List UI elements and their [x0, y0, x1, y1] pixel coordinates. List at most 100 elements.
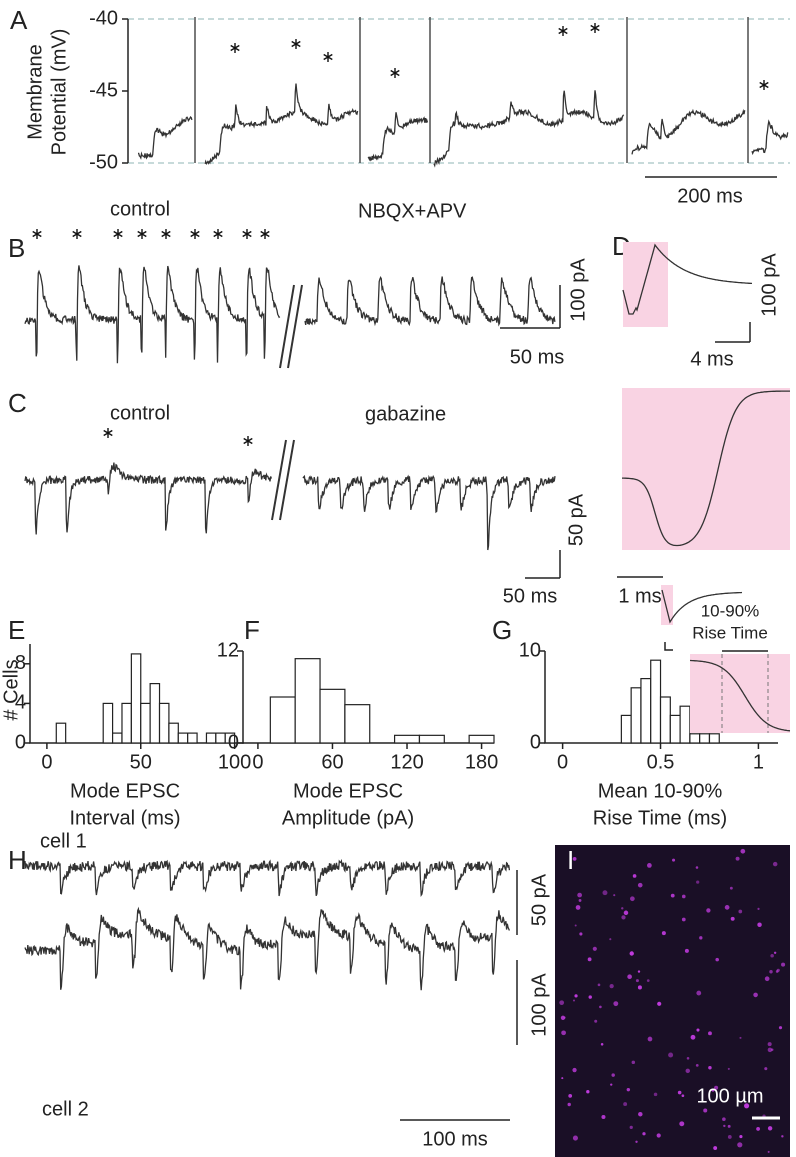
- trace: [751, 119, 789, 156]
- cell-dot: [610, 1083, 613, 1086]
- cell-dot: [764, 1067, 768, 1071]
- cell-dot: [681, 1094, 685, 1098]
- panel-letter: G: [492, 615, 512, 645]
- cell-dot: [770, 953, 774, 958]
- panel-letter: E: [8, 615, 25, 645]
- bar: [468, 734, 495, 744]
- cell-dot: [637, 970, 641, 973]
- y-axis-label: Membrane: [24, 44, 46, 140]
- trace: [302, 474, 556, 551]
- cell-dot: [560, 1015, 566, 1020]
- bar: [393, 734, 421, 744]
- spike-marker: [260, 229, 270, 239]
- bar: [168, 722, 179, 744]
- trace: [622, 390, 790, 547]
- cell-dot: [711, 1088, 715, 1092]
- bar: [650, 659, 662, 744]
- inset-label: Rise Time: [692, 623, 768, 642]
- y-tick-label: 0: [228, 731, 239, 753]
- spike-marker: [291, 39, 301, 49]
- x-tick-label: 50: [130, 751, 152, 773]
- cell-dot: [611, 1073, 615, 1077]
- trace: [304, 276, 556, 327]
- cell-dot: [685, 1068, 690, 1074]
- cell-dot: [695, 1064, 699, 1067]
- panel-letter: A: [10, 5, 28, 35]
- cell-dot: [572, 1067, 577, 1073]
- condition-label: control: [110, 402, 170, 424]
- scale-label: 50 pA: [528, 873, 550, 926]
- condition-label: NBQX+APV: [358, 200, 467, 222]
- scale-label: 1 ms: [618, 585, 661, 607]
- scale-label: 200 ms: [677, 185, 743, 207]
- trace: [661, 589, 743, 624]
- cell-dot: [613, 894, 616, 897]
- bar: [620, 714, 632, 744]
- spike-marker: [558, 26, 568, 36]
- cell-dot: [672, 858, 676, 862]
- cell-dot: [767, 1042, 772, 1047]
- bar: [708, 733, 720, 744]
- cell-dot: [767, 1150, 770, 1153]
- spike-marker: [113, 229, 123, 239]
- cell-dot: [586, 1090, 590, 1094]
- y-tick-label: -50: [89, 151, 118, 173]
- highlight: [661, 585, 673, 625]
- cell-dot: [776, 968, 780, 972]
- micrograph: [555, 845, 790, 1157]
- spike-marker: [759, 80, 769, 90]
- y-tick-label: 8: [15, 652, 26, 674]
- trace: [204, 83, 359, 165]
- cell-dot: [568, 1094, 573, 1098]
- y-tick-label: 10: [519, 639, 541, 661]
- x-tick-label: 120: [390, 751, 423, 773]
- highlight: [622, 388, 790, 550]
- x-tick-label: 0: [557, 751, 568, 773]
- x-tick-label: 100: [218, 751, 251, 773]
- scale-label: 50 pA: [565, 493, 587, 546]
- panel-letter: B: [8, 233, 25, 263]
- x-axis-label: Mode EPSC: [293, 780, 403, 802]
- cell-dot: [629, 951, 634, 956]
- cell-dot: [631, 1060, 636, 1065]
- cell-dot: [668, 1052, 674, 1058]
- cell-dot: [661, 931, 666, 936]
- cell-dot: [690, 1034, 696, 1040]
- cell-dot: [638, 1111, 643, 1117]
- cell-dot: [744, 1103, 750, 1109]
- condition-label: gabazine: [365, 403, 446, 425]
- cell-dot: [627, 974, 632, 980]
- cell-dot: [587, 957, 592, 962]
- spike-marker: [137, 229, 147, 239]
- trace: [138, 115, 193, 160]
- bar: [630, 687, 642, 744]
- cell-dot: [679, 1121, 685, 1127]
- spike-marker: [242, 229, 252, 239]
- trace: [631, 108, 746, 155]
- x-axis-label: Mean 10-90%: [598, 780, 723, 802]
- cell-dot: [623, 1102, 628, 1107]
- scale-label: 50 ms: [503, 585, 557, 607]
- scale-bar: [664, 642, 673, 651]
- bar: [689, 733, 701, 744]
- cell-dot: [637, 882, 643, 888]
- cell-dot: [575, 905, 581, 910]
- scale-label: 100 pA: [528, 973, 550, 1037]
- spike-marker: [161, 229, 171, 239]
- cell-dot: [715, 957, 719, 962]
- scale-label: 100 µm: [696, 1085, 763, 1107]
- y-tick-label: -40: [89, 7, 118, 29]
- cell-dot: [723, 1124, 726, 1128]
- cell-dot: [599, 1005, 602, 1009]
- cell-dot: [602, 890, 608, 896]
- bar: [187, 732, 198, 744]
- cell-dot: [730, 916, 735, 921]
- cell-dot: [567, 1102, 571, 1107]
- cell-dot: [753, 992, 758, 998]
- bar: [319, 688, 346, 744]
- cell-dot: [738, 909, 743, 914]
- cell-dot: [767, 1126, 773, 1131]
- bar: [640, 677, 652, 744]
- inset-label: 10-90%: [701, 601, 760, 620]
